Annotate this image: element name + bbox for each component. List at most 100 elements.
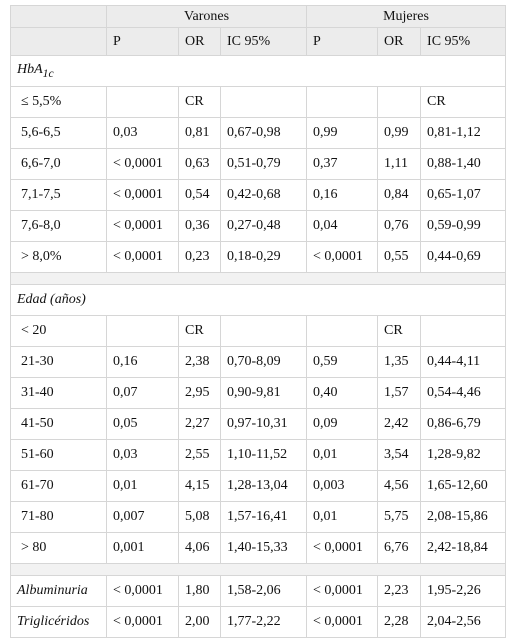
cell: 0,003 (306, 470, 379, 502)
cell: 0,55 (377, 241, 422, 273)
cell: 0,59 (306, 346, 379, 378)
cell (219, 86, 308, 118)
data-row: Triglicéridos < 0,0001 2,00 1,77-2,22 < 0,00… (10, 606, 507, 638)
cell: 0,05 (106, 408, 179, 440)
data-row: 61-70 0,01 4,15 1,28-13,04 0,003 4,56 1,65-12,… (10, 470, 507, 502)
header-row: P OR IC 95% P OR IC 95% (10, 27, 507, 56)
cell: 2,55 (178, 439, 221, 471)
cell: 4,06 (178, 532, 221, 564)
row-label: 61-70 (10, 470, 107, 502)
cell: 1,58-2,06 (219, 575, 308, 607)
row-label: 5,6-6,5 (10, 117, 107, 149)
cell: 0,63 (178, 148, 221, 180)
cell (420, 315, 507, 347)
cell: CR (178, 86, 221, 118)
cell: 6,76 (377, 532, 422, 564)
cell: 0,16 (106, 346, 179, 378)
cell: 1,80 (178, 575, 221, 607)
column-header: IC 95% (420, 27, 507, 56)
cell: CR (377, 315, 422, 347)
row-label: Albuminuria (10, 575, 107, 607)
cell: 0,27-0,48 (219, 210, 308, 242)
data-row: 51-60 0,03 2,55 1,10-11,52 0,01 3,54 1,28-9,82 (10, 439, 507, 471)
cell: 2,42 (377, 408, 422, 440)
cell: 1,57-16,41 (219, 501, 308, 533)
cell: 2,00 (178, 606, 221, 638)
cell: 0,23 (178, 241, 221, 273)
cell: 0,44-0,69 (420, 241, 507, 273)
spacer-row (9, 272, 507, 285)
cell: 5,08 (178, 501, 221, 533)
data-row: 71-80 0,007 5,08 1,57-16,41 0,01 5,75 2,08-15,… (10, 501, 507, 533)
cell: 0,76 (377, 210, 422, 242)
cell (306, 86, 379, 118)
section-title: HbA1c (9, 55, 507, 87)
spacer (9, 563, 507, 576)
cell: 3,54 (377, 439, 422, 471)
spacer-row (9, 563, 507, 576)
data-row: 31-40 0,07 2,95 0,90-9,81 0,40 1,57 0,54-4,46 (10, 377, 507, 409)
cell: 2,38 (178, 346, 221, 378)
row-label: 51-60 (10, 439, 107, 471)
section-row: HbA1c (9, 55, 507, 87)
group-header: Mujeres (306, 5, 507, 28)
data-row: > 8,0% < 0,0001 0,23 0,18-0,29 < 0,0001 0,55 0… (10, 241, 507, 273)
cell: 1,28-9,82 (420, 439, 507, 471)
cell: 0,001 (106, 532, 179, 564)
cell: 2,28 (377, 606, 422, 638)
header-corner (10, 5, 107, 28)
cell: 0,70-8,09 (219, 346, 308, 378)
column-header: P (306, 27, 379, 56)
group-header: Varones (105, 5, 308, 28)
cell: 0,65-1,07 (420, 179, 507, 211)
data-row: Albuminuria < 0,0001 1,80 1,58-2,06 < 0,0001… (10, 575, 507, 607)
cell: < 0,0001 (306, 532, 379, 564)
spacer (9, 272, 507, 285)
cell: < 0,0001 (106, 606, 179, 638)
cell: 0,18-0,29 (219, 241, 308, 273)
cell: 0,81 (178, 117, 221, 149)
cell: < 0,0001 (306, 575, 379, 607)
cell: 0,88-1,40 (420, 148, 507, 180)
header-corner (10, 27, 107, 56)
cell: 0,84 (377, 179, 422, 211)
cell: 0,03 (106, 117, 179, 149)
cell: 0,37 (306, 148, 379, 180)
data-row: 5,6-6,5 0,03 0,81 0,67-0,98 0,99 0,99 0,81-1,1… (10, 117, 507, 149)
cell: < 0,0001 (106, 210, 179, 242)
cell: 0,44-4,11 (420, 346, 507, 378)
cell: 0,86-6,79 (420, 408, 507, 440)
cell: 0,67-0,98 (219, 117, 308, 149)
cell: 1,10-11,52 (219, 439, 308, 471)
cell: 2,27 (178, 408, 221, 440)
cell (106, 86, 179, 118)
results-table: Varones Mujeres P OR IC 95% P OR IC 95% HbA1c ≤ 5… (9, 5, 507, 638)
cell: 1,77-2,22 (219, 606, 308, 638)
cell: 2,23 (377, 575, 422, 607)
cell: 0,36 (178, 210, 221, 242)
data-row: < 20 CR CR (10, 315, 507, 347)
cell: < 0,0001 (306, 241, 379, 273)
cell: 1,40-15,33 (219, 532, 308, 564)
section-title-subscript: 1c (42, 66, 54, 80)
cell (106, 315, 179, 347)
cell: < 0,0001 (106, 241, 179, 273)
row-label: Triglicéridos (10, 606, 107, 638)
cell: 0,04 (306, 210, 379, 242)
row-label: 71-80 (10, 501, 107, 533)
cell: 0,42-0,68 (219, 179, 308, 211)
header-row: Varones Mujeres (10, 5, 507, 28)
cell: 0,97-10,31 (219, 408, 308, 440)
data-row: ≤ 5,5% CR CR (10, 86, 507, 118)
row-label: > 80 (10, 532, 107, 564)
table-body: Varones Mujeres P OR IC 95% P OR IC 95% HbA1c ≤ 5… (9, 5, 507, 638)
cell (219, 315, 308, 347)
row-label: < 20 (10, 315, 107, 347)
cell: < 0,0001 (106, 148, 179, 180)
cell: 0,01 (306, 501, 379, 533)
row-label: 31-40 (10, 377, 107, 409)
cell: 1,28-13,04 (219, 470, 308, 502)
cell: CR (420, 86, 507, 118)
data-row: > 80 0,001 4,06 1,40-15,33 < 0,0001 6,76 2,42-… (10, 532, 507, 564)
section-title-text: Edad (años) (17, 292, 86, 307)
